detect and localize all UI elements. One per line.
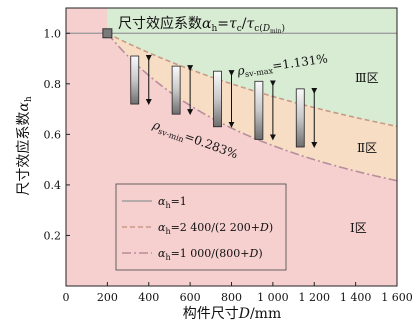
x-axis-label: 构件尺寸D/mm xyxy=(183,306,282,322)
y-tick-label: 0.4 xyxy=(44,179,62,192)
specimen-bar-1 xyxy=(130,55,140,105)
region-label-2: Ⅱ区 xyxy=(357,141,377,155)
region-label-1: Ⅰ区 xyxy=(350,221,367,235)
specimen-bar-4 xyxy=(254,80,264,140)
specimen-bar-3 xyxy=(213,70,222,128)
x-tick-label: 200 xyxy=(97,291,118,304)
zone-3-fill xyxy=(107,8,397,127)
legend-label-flat: αh=1 xyxy=(158,195,187,210)
specimen-bar-5 xyxy=(295,88,305,148)
y-axis-label: 尺寸效应系数αh xyxy=(15,96,34,195)
x-tick-label: 1 000 xyxy=(257,291,289,304)
x-axis-ticks: 0 200 400 600 800 1 000 1 200 1 400 1 600 xyxy=(63,282,413,304)
series-2400-line xyxy=(107,32,397,128)
legend-label-1000: αh=1 000/(800+D) xyxy=(158,247,263,262)
legend-box xyxy=(115,183,287,271)
specimen-bar-2 xyxy=(171,65,181,115)
y-tick-label: 0.6 xyxy=(44,128,62,141)
x-tick-label: 800 xyxy=(221,291,242,304)
y-tick-label: 0.2 xyxy=(44,229,62,242)
legend: αh=1 αh=2 400/(2 200+D) αh=1 000/(800+D) xyxy=(115,183,287,271)
x-tick-label: 400 xyxy=(138,291,159,304)
x-tick-label: 600 xyxy=(180,291,201,304)
specimen-columns xyxy=(130,55,318,148)
y-tick-label: 0.8 xyxy=(44,78,62,91)
x-tick-label: 0 xyxy=(63,291,70,304)
x-tick-label: 1 600 xyxy=(381,291,413,304)
series-1000-line xyxy=(106,32,397,182)
y-axis-ticks: 0.2 0.4 0.6 0.8 1.0 xyxy=(44,27,70,242)
start-point-marker xyxy=(102,28,113,39)
x-tick-label: 1 200 xyxy=(299,291,331,304)
x-tick-label: 1 400 xyxy=(340,291,372,304)
region-label-3: Ⅲ区 xyxy=(355,71,379,85)
chart-title: 尺寸效应系数αh=τc/τc(Dmin) xyxy=(118,15,285,35)
legend-label-2400: αh=2 400/(2 200+D) xyxy=(158,221,273,236)
curves xyxy=(66,32,397,182)
y-tick-label: 1.0 xyxy=(44,27,62,40)
